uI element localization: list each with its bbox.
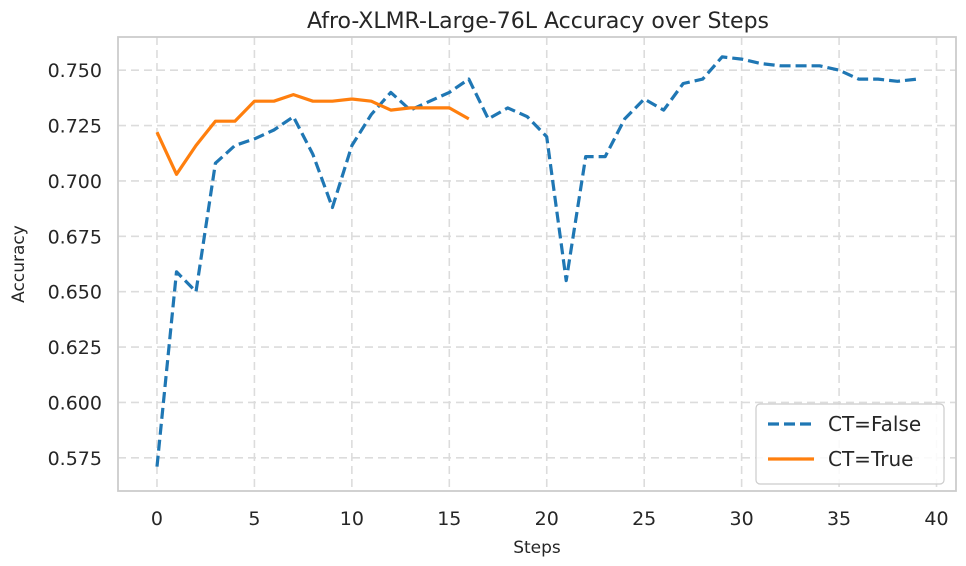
legend-label-ct-true: CT=True bbox=[828, 447, 913, 471]
x-tick-label: 25 bbox=[632, 508, 656, 530]
y-tick-label: 0.700 bbox=[48, 171, 102, 193]
x-tick-label: 30 bbox=[730, 508, 754, 530]
x-tick-label: 10 bbox=[340, 508, 364, 530]
tick-labels: 0 5 10 15 20 25 30 35 40 0.575 0.600 0.625 0.650 0.67… bbox=[48, 60, 949, 530]
y-tick-label: 0.650 bbox=[48, 282, 102, 304]
x-tick-label: 20 bbox=[535, 508, 559, 530]
series-line-ct-false bbox=[155, 55, 918, 467]
x-tick-label: 40 bbox=[924, 508, 948, 530]
series-line-ct-true bbox=[155, 92, 470, 176]
x-tick-label: 35 bbox=[827, 508, 851, 530]
series-lines bbox=[155, 55, 918, 467]
legend: CT=False CT=True bbox=[755, 403, 945, 485]
plot-frame bbox=[117, 36, 957, 492]
y-tick-label: 0.575 bbox=[48, 448, 102, 470]
y-axis-label: Accuracy bbox=[9, 225, 29, 303]
legend-label-ct-false: CT=False bbox=[828, 412, 921, 436]
y-tick-label: 0.750 bbox=[48, 60, 102, 82]
x-tick-label: 5 bbox=[248, 508, 260, 530]
y-tick-label: 0.600 bbox=[48, 392, 102, 414]
chart-title: Afro-XLMR-Large-76L Accuracy over Steps bbox=[307, 9, 769, 34]
x-tick-label: 15 bbox=[437, 508, 461, 530]
x-axis-label: Steps bbox=[513, 538, 561, 558]
y-tick-label: 0.725 bbox=[48, 116, 102, 138]
y-tick-label: 0.625 bbox=[48, 337, 102, 359]
y-tick-label: 0.675 bbox=[48, 226, 102, 248]
x-tick-label: 0 bbox=[151, 508, 163, 530]
